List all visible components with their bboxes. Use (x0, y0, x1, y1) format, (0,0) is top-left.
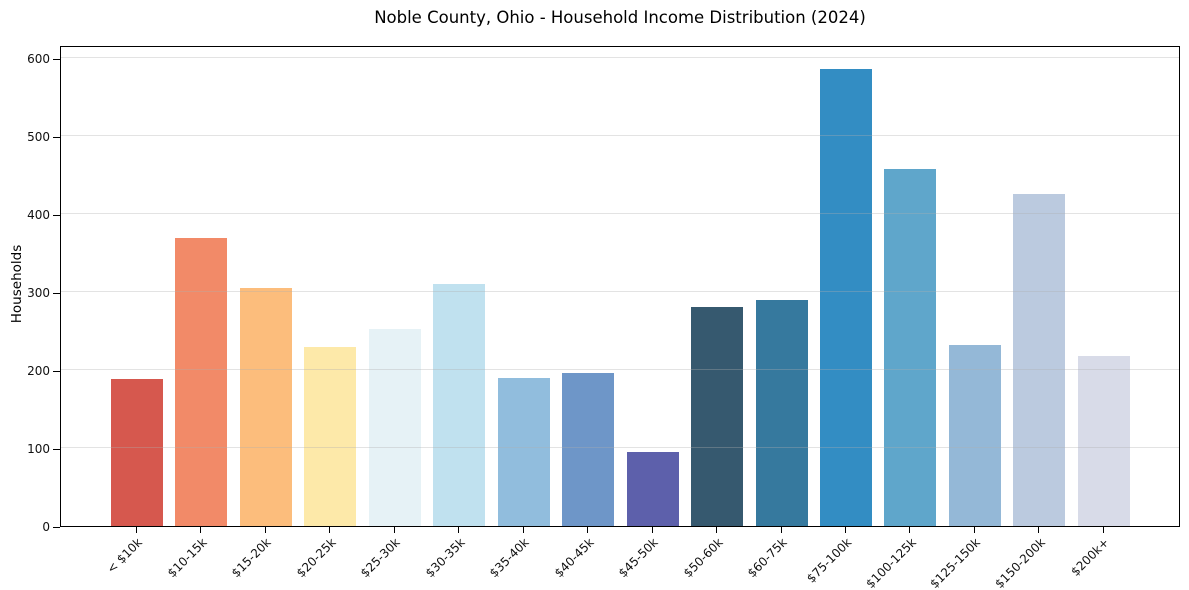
y-tick-mark (53, 215, 60, 217)
x-tick-mark (651, 527, 653, 533)
bar-$10-15k (175, 237, 228, 526)
bar-$150-200k (1013, 193, 1066, 526)
x-tick-mark (973, 527, 975, 533)
x-tick-label: $125-150k (927, 535, 984, 590)
bar-$100-125k (884, 168, 937, 526)
bar-$200k+ (1077, 356, 1130, 526)
x-tick-label: $50-60k (680, 535, 726, 581)
x-tick-label: $15-20k (229, 535, 275, 581)
x-tick-mark (1038, 527, 1040, 533)
x-tick-mark (587, 527, 589, 533)
bar-$50-60k (691, 306, 744, 526)
y-tick-label: 400 (27, 208, 50, 223)
bar-$45-50k (626, 451, 679, 526)
y-tick-mark (53, 449, 60, 451)
bar-$20-25k (304, 346, 357, 526)
x-tick-mark (393, 527, 395, 533)
x-tick-label: $75-100k (803, 535, 855, 586)
bar-$30-35k (433, 284, 486, 526)
y-tick-mark (53, 137, 60, 139)
y-tick-label: 200 (27, 364, 50, 379)
x-tick-mark (264, 527, 266, 533)
chart-title: Noble County, Ohio - Household Income Di… (374, 8, 866, 27)
x-tick-label: $20-25k (293, 535, 339, 581)
x-tick-label: $45-50k (615, 535, 661, 581)
bar-$15-20k (239, 288, 292, 526)
y-tick-mark (53, 293, 60, 295)
x-tick-mark (1102, 527, 1104, 533)
y-tick-label: 100 (27, 442, 50, 457)
bar-< $10k (111, 379, 163, 526)
x-tick-mark (329, 527, 331, 533)
x-tick-mark (716, 527, 718, 533)
x-tick-label: $200k+ (1068, 535, 1112, 579)
bar-$60-75k (755, 299, 808, 526)
y-tick-mark (53, 527, 60, 528)
x-tick-label: $25-30k (358, 535, 403, 581)
x-tick-mark (909, 527, 911, 533)
bar-$40-45k (562, 373, 615, 526)
x-tick-mark (844, 527, 846, 533)
x-tick-label: $40-45k (551, 535, 597, 581)
y-tick-mark (53, 371, 60, 373)
bars-layer (61, 47, 1179, 526)
x-tick-mark (522, 527, 524, 533)
y-tick-label: 300 (27, 286, 50, 301)
bar-$25-30k (368, 328, 421, 526)
y-tick-label: 0 (42, 520, 50, 534)
x-tick-label: $35-40k (487, 535, 532, 581)
x-tick-label: $10-15k (164, 535, 210, 581)
x-tick-label: < $10k (104, 535, 146, 577)
bar-$125-150k (948, 345, 1001, 526)
y-tick-mark (53, 59, 60, 61)
x-tick-mark (200, 527, 202, 533)
x-tick-label: $100-125k (862, 535, 919, 590)
x-tick-mark (136, 527, 137, 533)
x-tick-mark (780, 527, 782, 533)
x-tick-label: $150-200k (991, 535, 1048, 590)
plot-area (60, 46, 1180, 527)
y-tick-label: 600 (27, 52, 50, 67)
x-tick-mark (458, 527, 460, 533)
y-axis-label: Households (9, 244, 25, 324)
y-tick-label: 500 (27, 130, 50, 145)
bar-$35-40k (497, 377, 550, 526)
x-tick-label: $30-35k (422, 535, 468, 581)
x-tick-label: $60-75k (744, 535, 790, 581)
bar-$75-100k (819, 69, 872, 526)
